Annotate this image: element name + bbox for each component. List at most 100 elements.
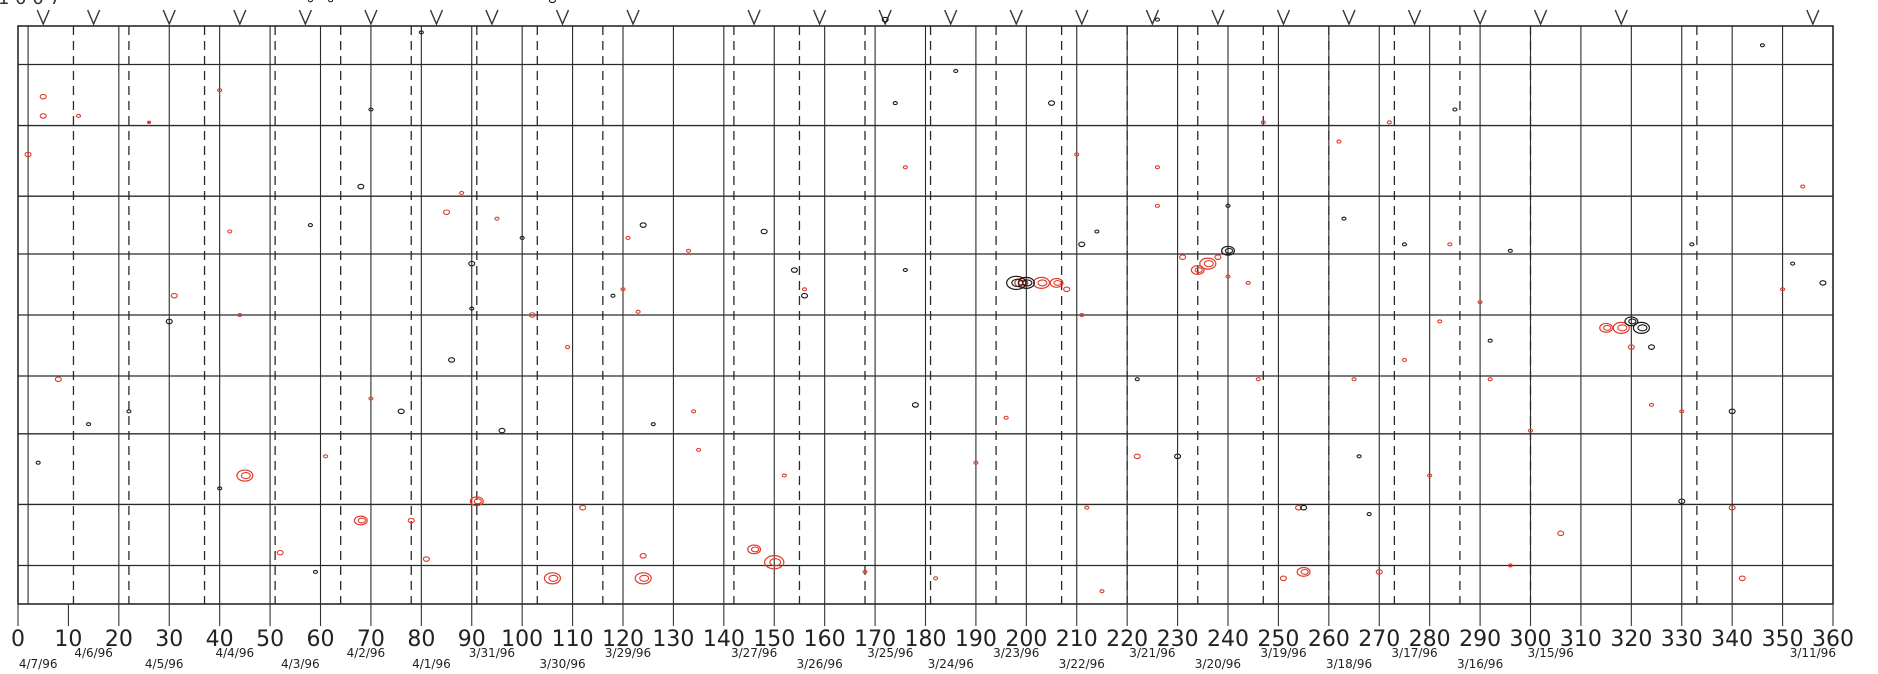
date-label-9: 3/29/96 (605, 646, 651, 660)
positive-contour-64 (1336, 139, 1342, 144)
negative-contour-16 (800, 292, 809, 299)
top-marker-8 (555, 9, 570, 26)
positive-contour-20 (494, 216, 500, 221)
x-axis-tick-labels: 0 10 20 30 40 50 60 70 80 90 100 110 120 130 140 150 160… (11, 627, 1854, 652)
positive-contour-17 (442, 209, 451, 216)
date-label-21: 3/16/96 (1457, 657, 1503, 671)
negative-contour-23-inner (1022, 279, 1033, 287)
negative-contour-47 (1790, 261, 1796, 266)
positive-contour-79 (1627, 344, 1635, 350)
date-label-16: 3/21/96 (1129, 646, 1175, 660)
negative-contour-27 (1134, 377, 1140, 382)
date-label-12: 3/25/96 (867, 646, 913, 660)
negative-contour-4 (418, 30, 424, 35)
negative-contour-20 (911, 402, 919, 408)
date-label-2: 4/5/96 (145, 657, 184, 671)
negative-contour-31-outer (1220, 245, 1235, 256)
negative-contour-37 (1452, 107, 1458, 112)
date-label-15: 3/22/96 (1059, 657, 1105, 671)
positive-contour-28-inner (639, 574, 650, 582)
positive-contour-57 (1225, 274, 1231, 279)
negative-contour-2 (328, 0, 334, 3)
positive-contour-16 (422, 556, 430, 562)
top-marker-4 (298, 9, 313, 26)
positive-contour-18 (459, 190, 465, 196)
positive-contour-8 (237, 312, 243, 318)
positive-contour-50 (1133, 453, 1141, 460)
negative-contour-7 (469, 306, 475, 311)
positive-contour-34-inner (769, 558, 782, 567)
positive-contour-40 (973, 460, 979, 465)
negative-contour-32 (1300, 504, 1308, 511)
positive-contour-71 (1447, 242, 1453, 247)
positive-contour-82 (1728, 504, 1736, 511)
date-label-23: 3/11/96 (1790, 646, 1836, 660)
positive-contour-12 (322, 454, 329, 459)
x-tick-label-32: 320 (1610, 627, 1652, 652)
positive-contour-48 (1084, 505, 1090, 510)
positive-contour-77-inner (1602, 324, 1612, 331)
negative-contour-15 (790, 267, 798, 273)
positive-contour-4 (147, 120, 152, 125)
positive-contour-74 (1507, 563, 1513, 568)
positive-contour-41 (1003, 415, 1009, 420)
date-label-3: 4/4/96 (215, 646, 254, 660)
positive-contour-15 (407, 517, 415, 524)
positive-contour-53 (1179, 254, 1187, 261)
x-tick-label-0: 0 (11, 627, 25, 652)
date-label-6: 4/1/96 (412, 657, 451, 671)
top-marker-23 (1614, 9, 1628, 26)
positive-contour-66 (1375, 569, 1383, 575)
negative-contour-8 (498, 427, 506, 434)
positive-contour-55-outer (1199, 257, 1217, 270)
negative-contour-52 (86, 422, 92, 427)
negative-contour-10 (548, 0, 556, 4)
positive-contour-27 (635, 309, 641, 314)
negative-contour-11 (610, 293, 616, 298)
positive-contour-45 (1063, 286, 1071, 293)
negative-contours (35, 0, 1827, 574)
positive-contour-62 (1295, 504, 1303, 511)
top-marker-6 (429, 9, 444, 26)
date-label-7: 3/31/96 (469, 646, 515, 660)
x-axis-ticks (17, 604, 1834, 626)
top-marker-11 (812, 9, 827, 26)
positive-contour-11 (276, 549, 284, 556)
negative-contour-12 (639, 222, 647, 228)
negative-contour-1 (307, 0, 313, 3)
top-markers (36, 9, 1820, 26)
x-tick-label-29: 290 (1459, 627, 1501, 652)
positive-contour-39 (933, 576, 939, 581)
date-label-5: 4/2/96 (347, 646, 386, 660)
negative-contour-13 (650, 422, 656, 427)
negative-contour-29 (1174, 453, 1182, 460)
negative-contour-22-outer (1006, 275, 1027, 291)
negative-contour-33 (1341, 216, 1347, 221)
positive-contour-84 (1780, 287, 1786, 292)
positive-contour-38 (902, 165, 908, 170)
date-label-20: 3/17/96 (1391, 646, 1437, 660)
positive-contour-55-inner (1203, 260, 1214, 268)
positive-contour-2 (24, 151, 32, 158)
positive-contour-44-outer (1049, 277, 1064, 288)
top-marker-15 (1075, 9, 1089, 26)
x-tick-label-23: 230 (1157, 627, 1199, 652)
x-tick-label-22: 220 (1106, 627, 1148, 652)
negative-contour-34 (1356, 454, 1362, 459)
positive-contour-30 (685, 248, 692, 253)
top-marker-22 (1533, 9, 1548, 26)
negative-contour-30 (1225, 203, 1231, 208)
negative-contour-17 (881, 16, 889, 23)
negative-contour-22-inner (1011, 278, 1024, 288)
positive-contour-51 (1154, 165, 1160, 170)
top-marker-19 (1342, 9, 1356, 26)
x-tick-label-4: 40 (206, 627, 234, 652)
top-marker-5 (364, 9, 378, 26)
positive-contour-13-inner (357, 517, 366, 524)
negative-contour-40-inner (1628, 318, 1637, 325)
positive-contour-29 (639, 553, 647, 559)
date-label-14: 3/23/96 (993, 646, 1039, 660)
top-marker-16 (1145, 9, 1160, 26)
positive-contour-77-outer (1599, 322, 1614, 333)
positive-contours (24, 88, 1806, 594)
